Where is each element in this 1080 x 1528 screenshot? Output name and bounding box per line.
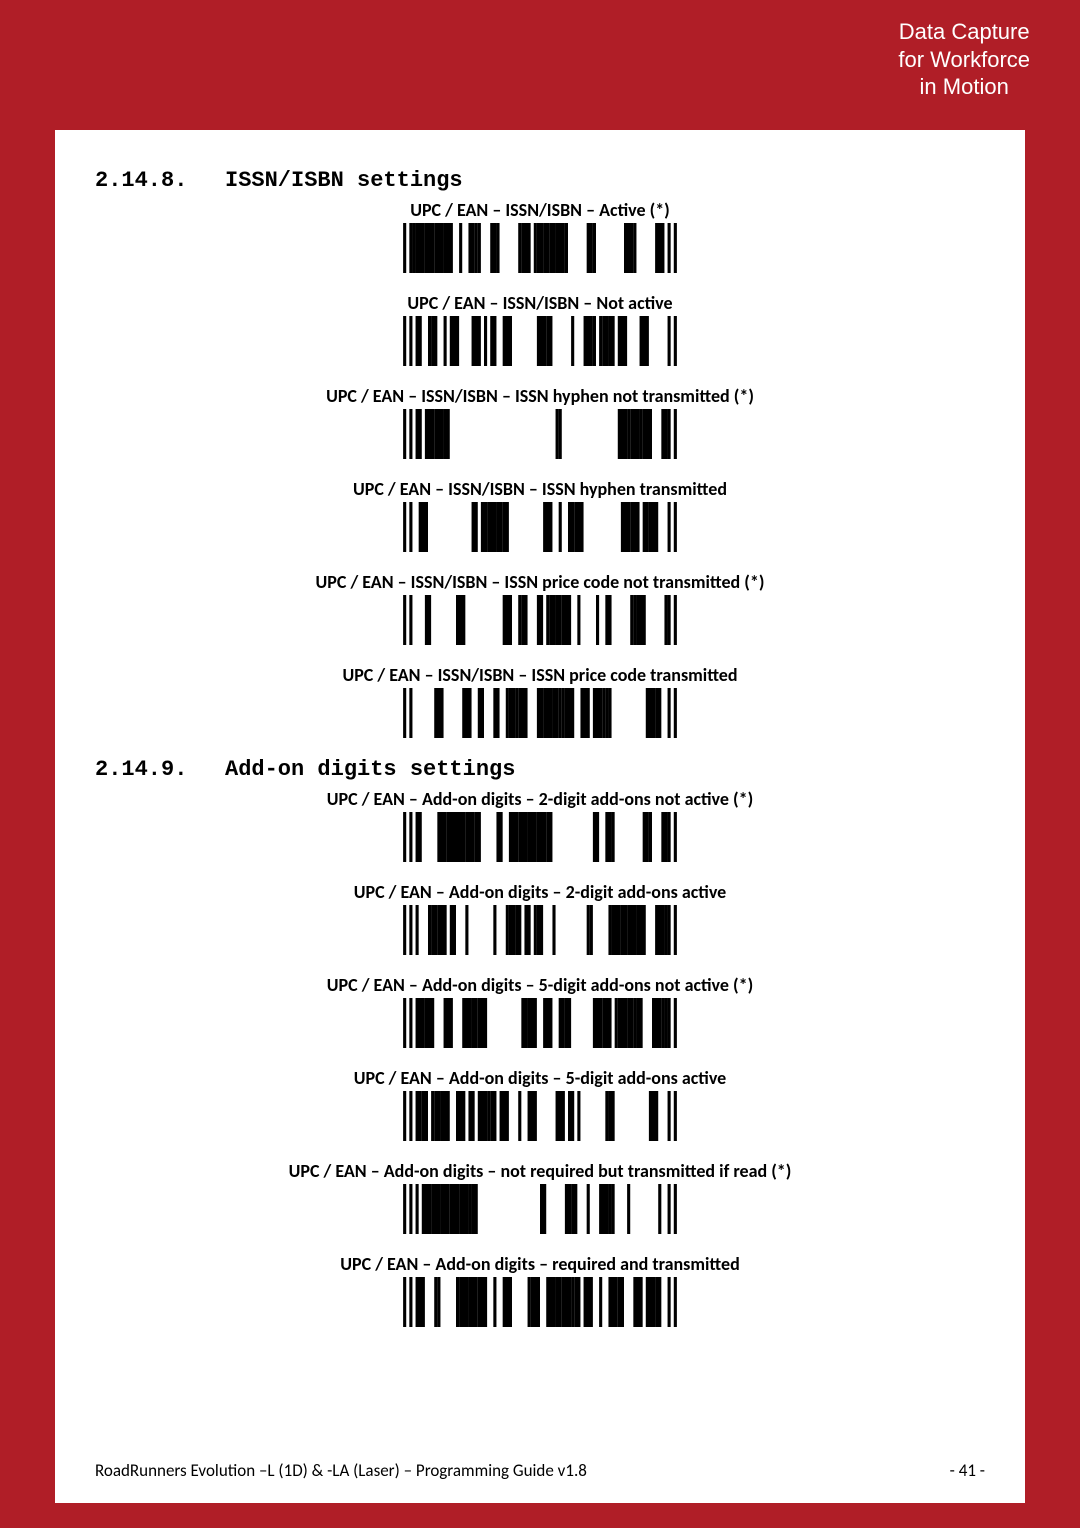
header-tagline: Data Capture for Workforce in Motion <box>898 18 1030 101</box>
footer-text: RoadRunners Evolution –L (1D) & -LA (Las… <box>95 1460 587 1481</box>
barcode-label: UPC / EAN – ISSN/ISBN – ISSN hyphen not … <box>95 385 985 407</box>
barcode-icon <box>400 595 680 650</box>
barcode-icon <box>400 688 680 743</box>
barcode-label: UPC / EAN – Add-on digits – 2-digit add-… <box>95 788 985 810</box>
barcode-entry: UPC / EAN – Add-on digits – 5-digit add-… <box>95 974 985 1053</box>
barcode-icon <box>400 1277 680 1332</box>
barcode-label: UPC / EAN – Add-on digits – 5-digit add-… <box>95 974 985 996</box>
barcode-entry: UPC / EAN – ISSN/ISBN – ISSN price code … <box>95 571 985 650</box>
barcode-icon <box>400 1184 680 1239</box>
barcode-entry: UPC / EAN – Add-on digits – 5-digit add-… <box>95 1067 985 1146</box>
footer-page-number: - 41 - <box>950 1460 985 1481</box>
barcode-icon <box>400 316 680 371</box>
barcode-entry: UPC / EAN – ISSN/ISBN – Not active <box>95 292 985 371</box>
barcode-label: UPC / EAN – Add-on digits – required and… <box>95 1253 985 1275</box>
barcode-label: UPC / EAN – Add-on digits – 5-digit add-… <box>95 1067 985 1089</box>
tagline-line: Data Capture <box>898 18 1030 46</box>
section-heading: 2.14.8.ISSN/ISBN settings <box>95 168 985 193</box>
barcode-entry: UPC / EAN – Add-on digits – 2-digit add-… <box>95 788 985 867</box>
section-heading: 2.14.9.Add-on digits settings <box>95 757 985 782</box>
barcode-entry: UPC / EAN – Add-on digits – required and… <box>95 1253 985 1332</box>
barcode-icon <box>400 812 680 867</box>
barcode-icon <box>400 409 680 464</box>
barcode-label: UPC / EAN – ISSN/ISBN – ISSN hyphen tran… <box>95 478 985 500</box>
barcode-icon <box>400 223 680 278</box>
barcode-entry: UPC / EAN – ISSN/ISBN – ISSN hyphen not … <box>95 385 985 464</box>
page-body: 2.14.8.ISSN/ISBN settings UPC / EAN – ISS… <box>55 130 1025 1503</box>
barcode-icon <box>400 1091 680 1146</box>
barcode-entry: UPC / EAN – ISSN/ISBN – Active (*) <box>95 199 985 278</box>
barcode-icon <box>400 998 680 1053</box>
tagline-line: for Workforce <box>898 46 1030 74</box>
section-number: 2.14.9. <box>95 757 225 782</box>
section-number: 2.14.8. <box>95 168 225 193</box>
barcode-label: UPC / EAN – ISSN/ISBN – ISSN price code … <box>95 664 985 686</box>
tagline-line: in Motion <box>898 73 1030 101</box>
barcode-label: UPC / EAN – Add-on digits – 2-digit add-… <box>95 881 985 903</box>
section-title: Add-on digits settings <box>225 757 515 782</box>
barcode-label: UPC / EAN – ISSN/ISBN – ISSN price code … <box>95 571 985 593</box>
barcode-label: UPC / EAN – ISSN/ISBN – Not active <box>95 292 985 314</box>
barcode-label: UPC / EAN – ISSN/ISBN – Active (*) <box>95 199 985 221</box>
barcode-entry: UPC / EAN – ISSN/ISBN – ISSN price code … <box>95 664 985 743</box>
section-title: ISSN/ISBN settings <box>225 168 463 193</box>
barcode-entry: UPC / EAN – Add-on digits – not required… <box>95 1160 985 1239</box>
barcode-icon <box>400 502 680 557</box>
barcode-entry: UPC / EAN – Add-on digits – 2-digit add-… <box>95 881 985 960</box>
barcode-icon <box>400 905 680 960</box>
barcode-entry: UPC / EAN – ISSN/ISBN – ISSN hyphen tran… <box>95 478 985 557</box>
barcode-label: UPC / EAN – Add-on digits – not required… <box>95 1160 985 1182</box>
page-footer: RoadRunners Evolution –L (1D) & -LA (Las… <box>95 1460 985 1481</box>
